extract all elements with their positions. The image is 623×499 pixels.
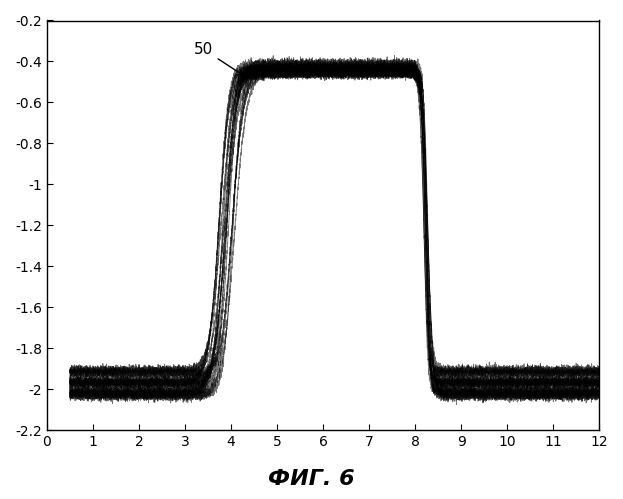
Text: ФИГ. 6: ФИГ. 6 [268, 469, 355, 489]
Text: 50: 50 [194, 42, 244, 75]
